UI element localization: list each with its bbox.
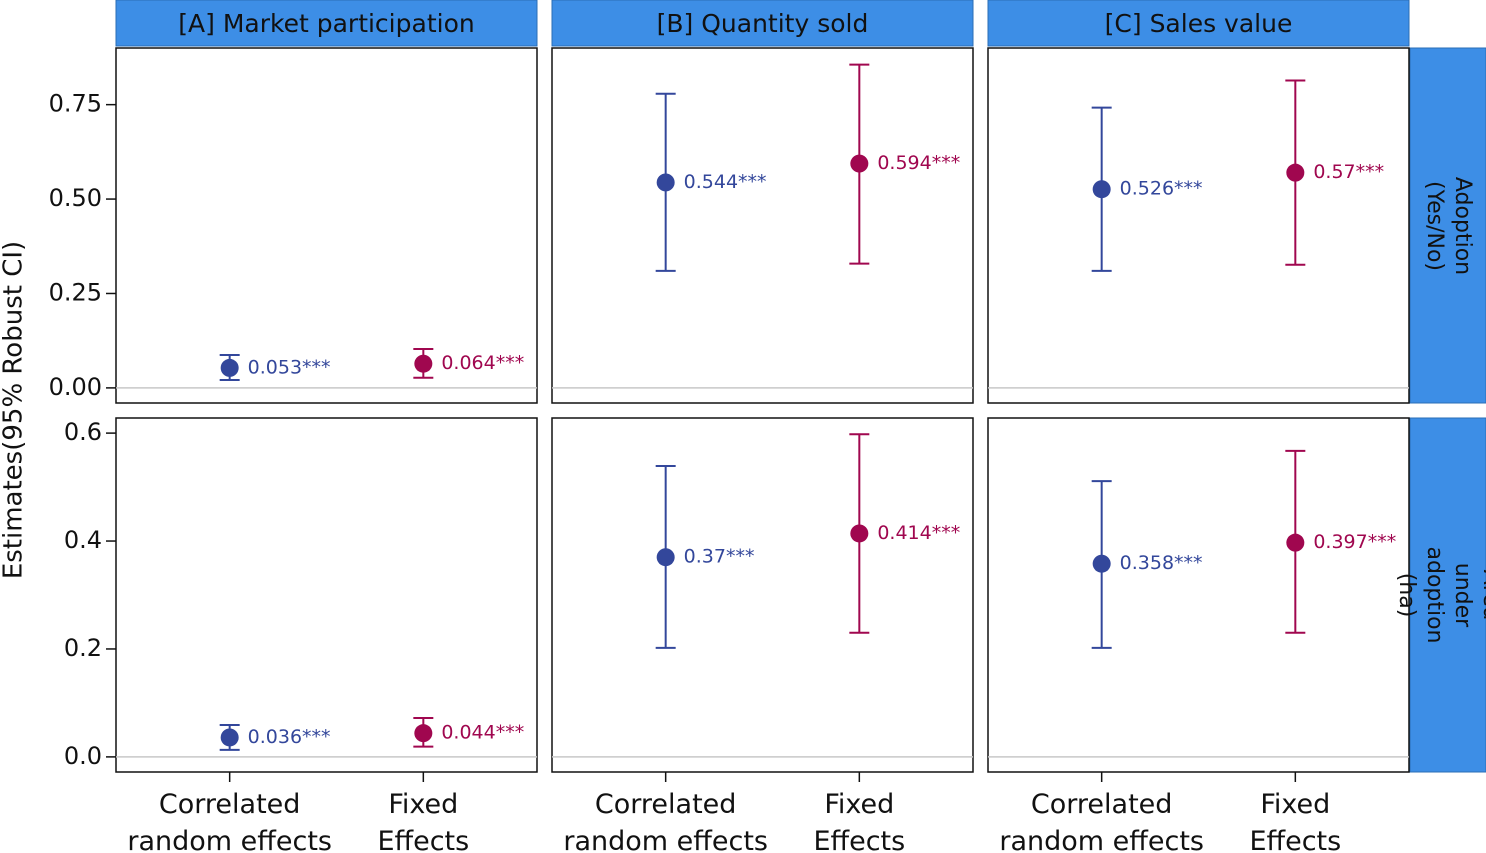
point [220,728,239,747]
point [1092,180,1111,199]
x-tick-label: Correlated random effects [999,789,1204,853]
value-label: 0.414*** [877,522,960,544]
point [414,724,433,743]
value-label: 0.044*** [441,722,524,744]
point [850,154,869,173]
point [656,548,675,567]
panel-border [551,417,974,773]
value-label: 0.064*** [441,352,524,374]
y-tick-label: 0.6 [64,418,102,446]
value-label: 0.397*** [1313,531,1396,553]
value-label: 0.57*** [1313,161,1384,183]
x-tick-label: Fixed Effects [1249,789,1342,853]
value-label: 0.526*** [1120,178,1203,200]
x-tick-label: Fixed Effects [813,789,906,853]
point [414,354,433,373]
value-label: 0.544*** [684,171,767,193]
y-tick-label: 0.25 [49,278,102,306]
panel-title: [C] Sales value [1105,9,1293,38]
strip [551,0,974,47]
strip [987,0,1410,47]
strip [1409,47,1486,404]
y-tick-label: 0.50 [49,184,102,212]
facet-label: Adoption (Yes/No) [1422,176,1475,275]
x-tick-label: Correlated random effects [127,789,332,853]
panel-title: [A] Market participation [178,9,474,38]
point [1286,163,1305,182]
y-tick-label: 0.4 [64,526,102,554]
y-axis-label: Estimates(95% Robust CI) [0,241,29,579]
y-tick-label: 0.2 [64,634,102,662]
strip [1409,417,1486,773]
x-tick-label: Correlated random effects [563,789,768,853]
panel-border [115,47,538,404]
panel-border [551,47,974,404]
panel-border [987,417,1410,773]
point [1092,554,1111,573]
value-label: 0.594*** [877,152,960,174]
value-label: 0.053*** [248,356,331,378]
x-tick-label: Fixed Effects [377,789,470,853]
value-label: 0.036*** [248,726,331,748]
point [220,358,239,377]
facet-label: Area under adoption (ha) [1394,546,1486,644]
value-label: 0.37*** [684,546,755,568]
y-tick-label: 0.75 [49,90,102,118]
y-tick-label: 0.00 [49,373,102,401]
panel-border [115,417,538,773]
point [850,524,869,543]
strip [115,0,538,47]
y-tick-label: 0.0 [64,742,102,770]
point [1286,533,1305,552]
panel-title: [B] Quantity sold [657,9,869,38]
panel-border [987,47,1410,404]
value-label: 0.358*** [1120,552,1203,574]
point [656,173,675,192]
